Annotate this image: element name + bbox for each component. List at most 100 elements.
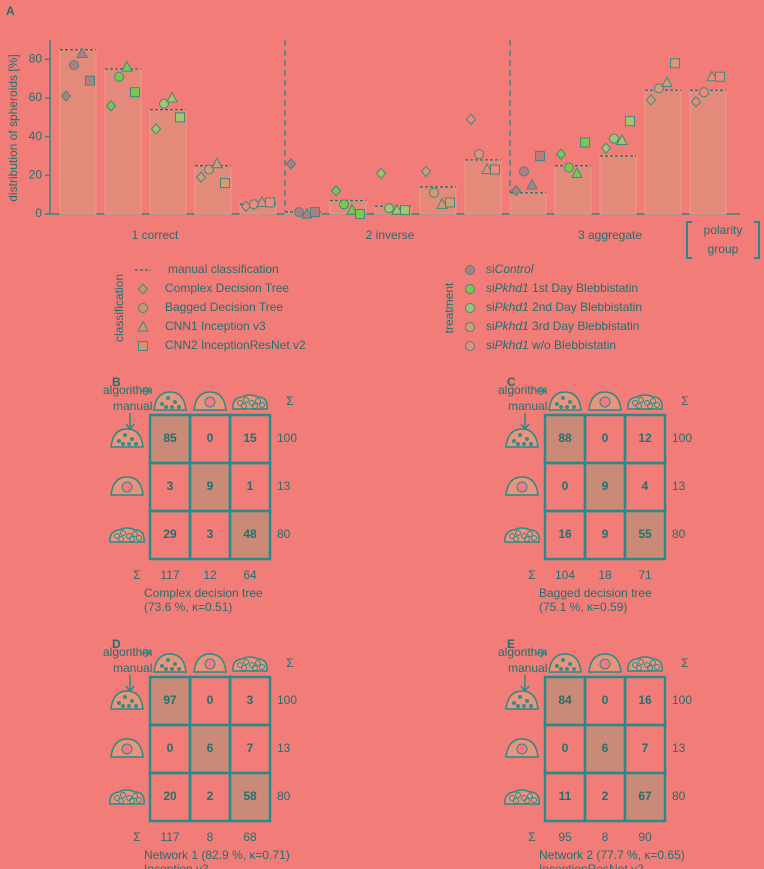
circle-marker bbox=[465, 265, 475, 275]
square-marker bbox=[138, 341, 148, 351]
row-sum: 80 bbox=[277, 789, 291, 803]
row-sum: 80 bbox=[277, 527, 291, 541]
icon-dot bbox=[255, 398, 261, 404]
diamond-marker bbox=[137, 283, 149, 295]
matrix-cell bbox=[623, 509, 667, 561]
cell-value: 9 bbox=[602, 479, 609, 493]
icon-dot bbox=[512, 439, 516, 443]
icon-core bbox=[121, 743, 133, 755]
icon-dot bbox=[654, 402, 660, 408]
spheroid-icon bbox=[588, 391, 622, 411]
group-label: group bbox=[708, 242, 739, 256]
icon-dot bbox=[525, 699, 529, 703]
bar bbox=[554, 165, 592, 215]
cell-value: 58 bbox=[243, 789, 257, 803]
diamond-marker bbox=[240, 200, 252, 213]
row-sum: 13 bbox=[672, 741, 686, 755]
diamond-marker bbox=[420, 165, 432, 178]
triangle-marker bbox=[211, 157, 223, 169]
spheroid-icon bbox=[588, 653, 622, 673]
triangle-marker bbox=[391, 203, 403, 215]
spheroid-icon bbox=[110, 428, 144, 448]
legend-label-part: Pkhd1 bbox=[495, 300, 529, 314]
y-tick-label: 80 bbox=[29, 52, 43, 66]
square-marker bbox=[445, 197, 455, 208]
triangle-marker bbox=[571, 166, 583, 178]
icon-dot bbox=[252, 403, 258, 409]
icon-dot bbox=[518, 433, 522, 437]
caption: Inception v3 bbox=[144, 862, 209, 869]
icon-dot bbox=[555, 664, 559, 668]
arrow bbox=[140, 386, 152, 396]
icon-dot bbox=[522, 704, 526, 708]
icon-dot bbox=[237, 400, 243, 406]
icon-dot bbox=[632, 662, 638, 668]
manual-label: manual bbox=[508, 399, 547, 413]
circle-marker bbox=[339, 199, 349, 210]
circle-marker bbox=[609, 133, 619, 144]
caption: InceptionResNet v2 bbox=[539, 862, 644, 869]
icon-dot bbox=[177, 405, 181, 409]
spheroid-icon bbox=[110, 476, 144, 496]
icon-dot bbox=[644, 400, 650, 406]
legend-label: siPkhd1 3rd Day Blebbistatin bbox=[486, 319, 639, 333]
square-marker bbox=[310, 207, 320, 218]
col-sum: 95 bbox=[558, 830, 572, 844]
col-sum: 117 bbox=[160, 568, 179, 582]
sum-symbol: Σ bbox=[528, 568, 535, 582]
icon-dot bbox=[114, 795, 120, 801]
icon-dot bbox=[636, 403, 642, 409]
matrix-cell bbox=[148, 675, 192, 727]
caption: (75.1 %, κ=0.59) bbox=[539, 600, 627, 614]
cell-value: 6 bbox=[602, 741, 609, 755]
icon-dot bbox=[170, 405, 174, 409]
sum-symbol: Σ bbox=[133, 568, 140, 582]
legend-label-part: Pkhd1 bbox=[495, 338, 529, 352]
row-sum: 100 bbox=[277, 693, 297, 707]
caption: Network 1 (82.9 %, κ=0.71) bbox=[144, 848, 290, 862]
diamond-marker bbox=[285, 157, 297, 170]
icon-dot bbox=[518, 695, 522, 699]
col-sum: 104 bbox=[555, 568, 575, 582]
cell-value: 0 bbox=[167, 741, 174, 755]
matrix-cell bbox=[228, 771, 272, 823]
icon-dot bbox=[120, 530, 126, 536]
icon-dot bbox=[647, 403, 653, 409]
spheroid-icon bbox=[110, 738, 144, 758]
matrix-cell bbox=[583, 723, 627, 775]
icon-dot bbox=[120, 792, 126, 798]
x-tick-label: 3 aggregate bbox=[578, 228, 642, 242]
circle-marker bbox=[429, 187, 439, 198]
circle-marker bbox=[114, 71, 124, 82]
col-sum: 8 bbox=[602, 830, 609, 844]
diamond-marker bbox=[690, 96, 702, 108]
row-sum: 13 bbox=[672, 479, 686, 493]
icon-core bbox=[121, 481, 133, 493]
cell-value: 12 bbox=[638, 431, 652, 445]
icon-dot bbox=[177, 667, 181, 671]
circle-marker bbox=[249, 199, 259, 210]
square-marker bbox=[175, 112, 185, 123]
legend-label-part: 3rd Day Blebbistatin bbox=[529, 319, 640, 333]
spheroid-icon bbox=[548, 653, 582, 673]
x-tick-label: 2 inverse bbox=[366, 228, 415, 242]
icon-dot bbox=[529, 704, 533, 708]
legend-label-part: si bbox=[486, 281, 495, 295]
y-tick-label: 20 bbox=[29, 168, 43, 182]
cell-value: 29 bbox=[163, 527, 177, 541]
spheroid-icon bbox=[232, 394, 268, 410]
spheroid-icon bbox=[504, 789, 540, 805]
spheroid-icon bbox=[232, 656, 268, 672]
diamond-marker bbox=[465, 113, 477, 126]
cell-value: 0 bbox=[207, 693, 214, 707]
sum-symbol: Σ bbox=[681, 394, 688, 408]
icon-dot bbox=[568, 662, 572, 666]
icon-dot bbox=[136, 535, 142, 541]
diamond-marker bbox=[375, 167, 387, 180]
legend-label: CNN2 InceptionResNet v2 bbox=[165, 338, 306, 352]
cell-value: 97 bbox=[163, 693, 177, 707]
spheroid-icon bbox=[193, 391, 227, 411]
legend-title: treatment bbox=[442, 282, 456, 333]
icon-dot bbox=[129, 536, 135, 542]
y-tick-label: 40 bbox=[29, 129, 43, 143]
